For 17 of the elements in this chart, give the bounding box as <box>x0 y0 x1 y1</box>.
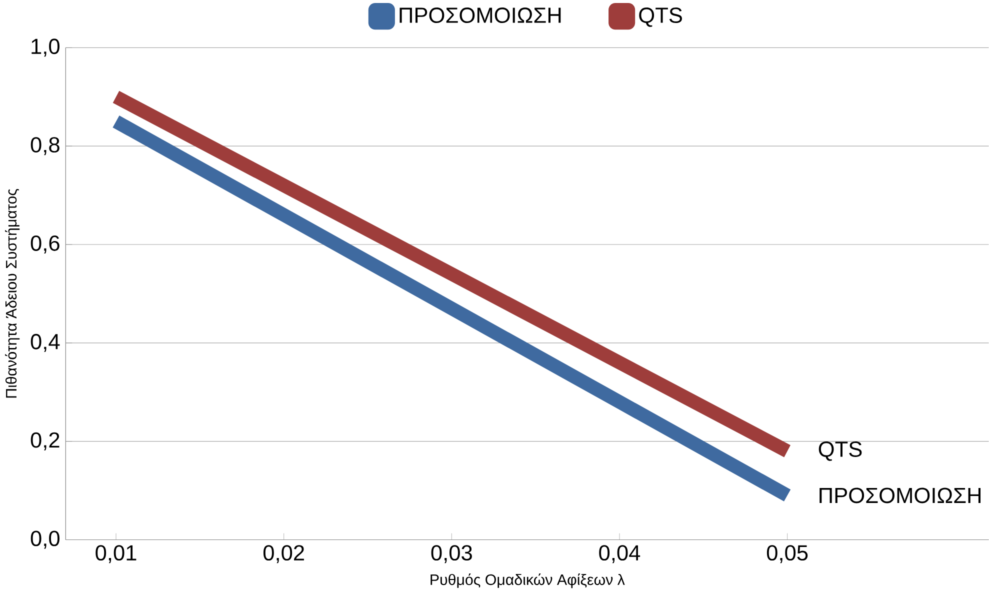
x-tick-label: 0,02 <box>263 545 304 564</box>
x-axis-title: Ρυθμός Ομαδικών Αφίξεων λ <box>430 573 625 588</box>
text: ΠΡΟΣΟΜΟΙΩΣΗ <box>820 488 981 504</box>
y-tick-label: 0,0 <box>30 530 60 549</box>
text: QTS <box>818 441 862 461</box>
x-tick-label: 0,05 <box>766 545 808 564</box>
y-tick-label: 0,2 <box>30 432 60 450</box>
y-tick-label: 0,8 <box>30 137 60 156</box>
x-tick-label: 0,03 <box>431 545 472 564</box>
legend-label: ΠΡΟΣΟΜΟΙΩΣΗ <box>400 7 561 23</box>
y-tick-label: 1,0 <box>32 38 60 57</box>
legend-label: QTS <box>639 7 682 27</box>
y-axis-title: Πιθανότητα Άδειου Συστήματος <box>5 188 20 398</box>
x-tick-label: 0,04 <box>599 545 640 564</box>
y-tick-label: 0,4 <box>30 334 60 352</box>
x-tick-label: 0,01 <box>96 545 136 564</box>
y-tick-label: 0,6 <box>30 235 60 254</box>
